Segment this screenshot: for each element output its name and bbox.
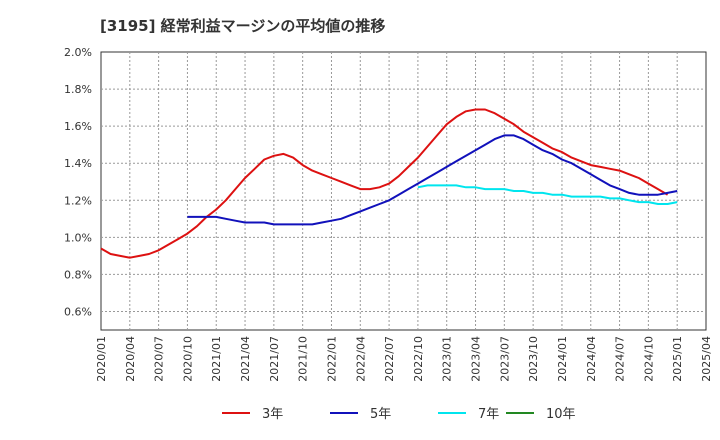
x-tick-label: 2020/04: [124, 336, 137, 382]
x-tick-label: 2020/01: [95, 336, 108, 382]
series-lines: [100, 108, 678, 259]
x-tick-label: 2021/04: [239, 336, 252, 382]
x-tick-label: 2021/01: [210, 336, 223, 382]
x-tick-label: 2024/10: [642, 336, 655, 382]
chart-title: [3195] 経常利益マージンの平均値の推移: [100, 17, 386, 35]
legend-label-3年: 3年: [262, 407, 283, 422]
x-tick-label: 2021/10: [297, 336, 310, 382]
y-tick-label: 0.6%: [64, 305, 92, 318]
series-line-5年: [187, 134, 678, 226]
x-tick-label: 2023/07: [498, 336, 511, 382]
y-tick-label: 2.0%: [64, 46, 92, 59]
y-tick-label: 1.2%: [64, 194, 92, 207]
x-tick-label: 2022/01: [325, 336, 338, 382]
legend: 3年 5年 7年 10年: [222, 407, 576, 422]
y-axis-ticks: 0.6% 0.8% 1.0% 1.2% 1.4% 1.6% 1.8% 2.0%: [64, 46, 92, 318]
x-tick-label: 2023/10: [527, 336, 540, 382]
x-tick-label: 2023/04: [470, 336, 483, 382]
x-tick-label: 2024/01: [556, 336, 569, 382]
legend-label-5年: 5年: [370, 407, 391, 422]
x-tick-label: 2022/04: [354, 336, 367, 382]
y-tick-label: 1.6%: [64, 120, 92, 133]
legend-label-10年: 10年: [546, 407, 576, 422]
x-tick-label: 2020/10: [181, 336, 194, 382]
x-tick-label: 2024/07: [614, 336, 627, 382]
x-tick-label: 2025/04: [700, 336, 713, 382]
x-tick-label: 2025/01: [671, 336, 684, 382]
series-line-7年: [417, 184, 678, 205]
x-tick-label: 2022/07: [383, 336, 396, 382]
legend-label-7年: 7年: [478, 407, 499, 422]
series-line-3年: [100, 108, 669, 259]
x-tick-label: 2024/04: [585, 336, 598, 382]
y-tick-label: 1.4%: [64, 157, 92, 170]
y-tick-label: 1.8%: [64, 83, 92, 96]
y-tick-label: 1.0%: [64, 231, 92, 244]
x-tick-label: 2021/07: [268, 336, 281, 382]
x-tick-label: 2022/10: [412, 336, 425, 382]
x-tick-label: 2020/07: [153, 336, 166, 382]
y-tick-label: 0.8%: [64, 268, 92, 281]
x-axis-ticks: 2020/01 2020/04 2020/07 2020/10 2021/01 2021/…: [95, 336, 713, 382]
x-tick-label: 2023/01: [441, 336, 454, 382]
grid: [101, 52, 706, 330]
